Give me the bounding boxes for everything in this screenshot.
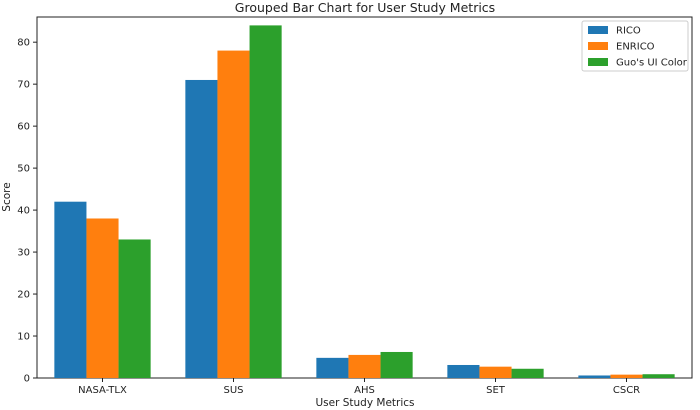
x-tick-label: CSCR xyxy=(613,385,640,396)
bar-guo-s-ui-color-nasa-tlx xyxy=(118,239,151,378)
y-tick-label: 80 xyxy=(17,38,30,49)
legend-frame xyxy=(581,20,689,72)
legend-swatch xyxy=(588,58,608,66)
x-tick-label: AHS xyxy=(354,385,375,396)
bar-rico-cscr xyxy=(578,375,611,378)
bar-guo-s-ui-color-cscr xyxy=(642,374,675,378)
bar-enrico-nasa-tlx xyxy=(86,218,119,378)
bar-enrico-ahs xyxy=(348,354,381,378)
x-tick-label: SET xyxy=(486,385,506,396)
bars-group xyxy=(54,25,675,379)
legend-label: RICO xyxy=(616,26,641,37)
y-tick-label: 10 xyxy=(17,332,30,343)
y-tick-label: 60 xyxy=(17,122,30,133)
chart-title: Grouped Bar Chart for User Study Metrics xyxy=(235,0,495,15)
bar-rico-set xyxy=(447,364,480,378)
y-tick-label: 70 xyxy=(17,80,30,91)
bar-enrico-sus xyxy=(217,50,250,379)
legend-label: ENRICO xyxy=(616,42,655,53)
x-tick-label: NASA-TLX xyxy=(78,385,127,396)
y-axis-title: Score xyxy=(1,182,13,211)
y-tick-label: 50 xyxy=(17,164,30,175)
legend-swatch xyxy=(588,26,608,34)
bar-rico-sus xyxy=(185,79,218,378)
y-tick-label: 30 xyxy=(17,248,30,259)
bar-guo-s-ui-color-set xyxy=(511,368,544,378)
x-tick-label: SUS xyxy=(223,385,243,396)
legend: RICO ENRICO Guo's UI Color xyxy=(581,20,689,72)
bar-enrico-set xyxy=(479,366,512,378)
legend-swatch xyxy=(588,42,608,50)
y-tick-label: 20 xyxy=(17,290,30,301)
bar-enrico-cscr xyxy=(610,374,643,378)
x-axis-title: User Study Metrics xyxy=(315,397,414,409)
y-axis: 0 10 20 30 40 50 60 70 80 xyxy=(17,38,37,385)
bar-guo-s-ui-color-sus xyxy=(249,25,282,378)
y-tick-label: 40 xyxy=(17,206,30,217)
bar-guo-s-ui-color-ahs xyxy=(380,351,413,378)
legend-label: Guo's UI Color xyxy=(616,58,688,69)
y-tick-label: 0 xyxy=(24,374,30,385)
x-axis: NASA-TLX SUS AHS SET CSCR xyxy=(78,378,640,396)
bar-rico-ahs xyxy=(316,357,349,378)
bar-rico-nasa-tlx xyxy=(54,201,87,378)
